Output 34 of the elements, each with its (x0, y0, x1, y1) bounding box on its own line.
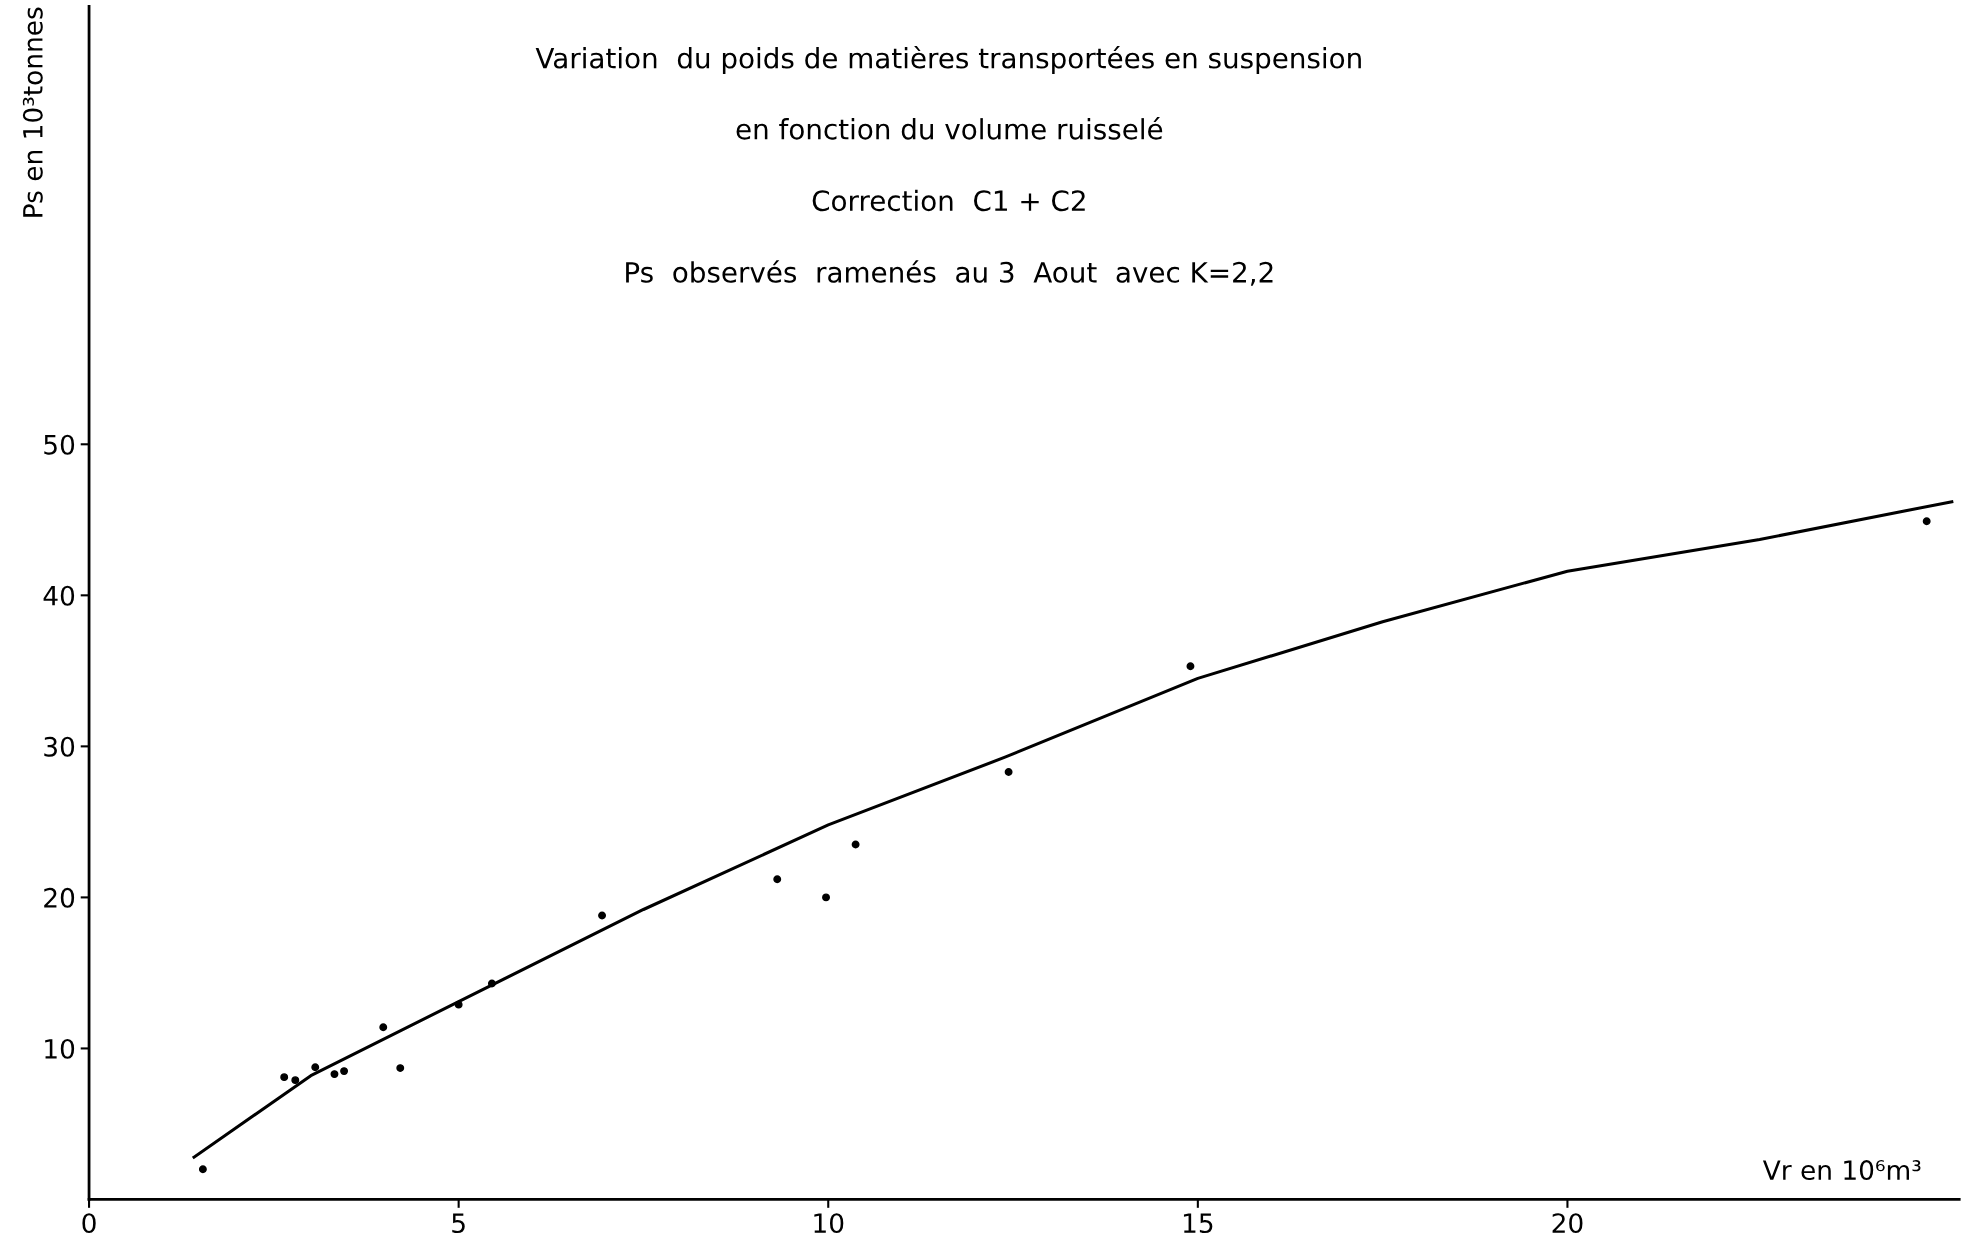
point (598, 911, 607, 920)
point (487, 979, 496, 988)
x-tick-label: 20 (1552, 1213, 1583, 1234)
point (198, 1165, 207, 1174)
point (396, 1064, 405, 1073)
point (280, 1073, 289, 1082)
x-tick-label: 15 (1183, 1213, 1213, 1234)
x-tick-label: 5 (452, 1213, 465, 1234)
y-tick-label: 20 (44, 887, 75, 908)
text: Variation du poids de matières transportées en suspension (535, 45, 1361, 74)
point (773, 875, 782, 884)
annotation: Ps observés ramenés au 3 Aout avec K=2,2 (626, 260, 1273, 286)
point (379, 1023, 388, 1032)
point (291, 1076, 300, 1085)
point (1922, 517, 1931, 526)
y-axis-title: Ps en 10³tonnes (22, 7, 43, 217)
line-series (192, 500, 1954, 1159)
point (330, 1070, 339, 1079)
annotation: Correction C1 + C2 (812, 189, 1085, 212)
y-tick-label: 40 (43, 585, 75, 606)
point (1186, 662, 1195, 671)
y-tick-label: 50 (44, 434, 75, 455)
x-tick-label: 10 (814, 1213, 844, 1234)
point (822, 893, 830, 902)
point (851, 840, 860, 849)
x-axis-title: Vr en 10⁶m³ (1762, 1160, 1921, 1181)
point (454, 1000, 463, 1009)
x-tick-label: 0 (82, 1213, 96, 1234)
y-tick-label: 30 (44, 736, 75, 757)
y-tick-label: 10 (45, 1038, 75, 1059)
point (311, 1063, 320, 1072)
text: en fonction du volume ruisselé (736, 117, 1163, 140)
point (1004, 768, 1013, 776)
point (340, 1067, 349, 1076)
